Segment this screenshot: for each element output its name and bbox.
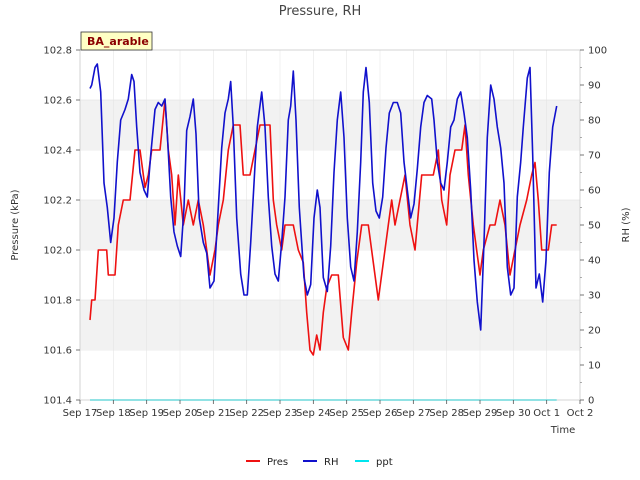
badge: BA_arable — [80, 31, 153, 51]
badge-label: BA_arable — [87, 35, 149, 48]
right-tick-label: 60 — [588, 186, 601, 197]
chart-title: Pressure, RH — [279, 4, 362, 19]
right-tick-label: 50 — [588, 221, 601, 232]
x-tick-label: Sep 29 — [463, 408, 498, 419]
left-tick-label: 102.6 — [43, 96, 72, 107]
grid-band — [80, 200, 580, 250]
x-tick-label: Sep 20 — [163, 408, 198, 419]
right-tick-label: 90 — [588, 81, 601, 92]
x-axis-title: Time — [550, 425, 575, 436]
legend: Pres RH ppt — [246, 457, 393, 468]
x-tick-label: Sep 28 — [429, 408, 464, 419]
legend-label-pres: Pres — [267, 457, 288, 468]
right-tick-label: 0 — [588, 396, 594, 407]
right-axis: 0 10 20 30 40 50 60 70 80 90 100 — [580, 46, 607, 407]
right-tick-label: 40 — [588, 256, 601, 267]
x-tick-label: Sep 23 — [263, 408, 298, 419]
x-tick-label: Sep 17 — [63, 408, 98, 419]
left-axis: 101.4 101.6 101.8 102.0 102.2 102.4 102.6 102.8 — [43, 46, 80, 407]
x-tick-label: Oct 2 — [567, 408, 594, 419]
right-axis-title: RH (%) — [621, 207, 632, 242]
right-tick-label: 70 — [588, 151, 601, 162]
left-tick-label: 101.4 — [43, 396, 72, 407]
left-tick-label: 102.8 — [43, 46, 72, 57]
x-tick-label: Sep 30 — [496, 408, 531, 419]
x-tick-label: Sep 27 — [396, 408, 431, 419]
legend-label-rh: RH — [324, 457, 338, 468]
left-tick-label: 101.8 — [43, 296, 72, 307]
right-tick-label: 30 — [588, 291, 601, 302]
grid-band — [80, 100, 580, 150]
left-tick-label: 101.6 — [43, 346, 72, 357]
left-tick-label: 102.2 — [43, 196, 72, 207]
x-tick-label: Oct 1 — [533, 408, 560, 419]
x-tick-label: Sep 19 — [129, 408, 164, 419]
x-tick-label: Sep 22 — [229, 408, 264, 419]
x-tick-label: Sep 25 — [329, 408, 364, 419]
right-tick-label: 20 — [588, 326, 601, 337]
right-tick-label: 80 — [588, 116, 601, 127]
series-line-rh — [89, 63, 558, 331]
right-tick-label: 10 — [588, 361, 601, 372]
badge-box — [80, 31, 153, 51]
legend-label-ppt: ppt — [376, 457, 393, 468]
x-tick-label: Sep 26 — [363, 408, 398, 419]
left-tick-label: 102.4 — [43, 146, 72, 157]
x-tick-label: Sep 24 — [296, 408, 331, 419]
grid-band — [80, 300, 580, 350]
right-tick-label: 100 — [588, 46, 607, 57]
left-axis-title: Pressure (kPa) — [10, 189, 21, 260]
x-tick-label: Sep 18 — [96, 408, 131, 419]
x-tick-label: Sep 21 — [196, 408, 231, 419]
left-tick-label: 102.0 — [43, 246, 72, 257]
